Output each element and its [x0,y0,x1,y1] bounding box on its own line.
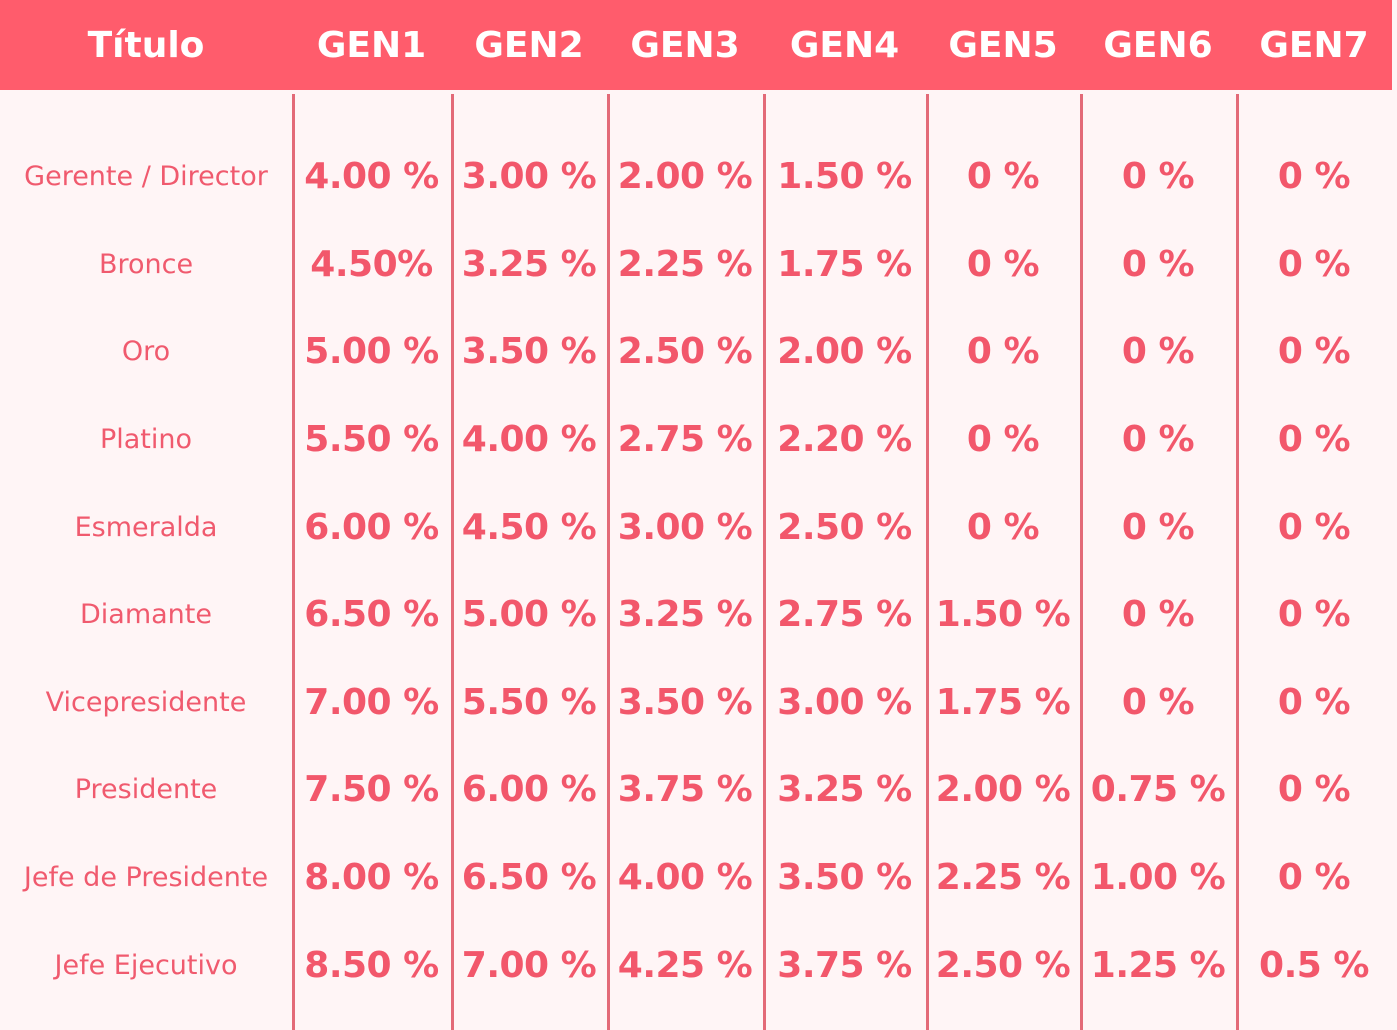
header-gen6: GEN6 [1103,24,1213,66]
rate-cell: 0 % [1277,506,1351,548]
rate-cell: 0 % [1121,331,1195,373]
row-title: Gerente / Director [24,161,268,193]
rate-cell: 3.50 % [461,331,597,373]
rate-cell: 0 % [1121,156,1195,198]
row-title: Jefe Ejecutivo [54,949,238,981]
row-title: Presidente [74,774,218,806]
rate-cell: 0 % [1277,769,1351,811]
rate-cell: 0 % [1277,857,1351,899]
header-title: Título [87,24,205,66]
rate-cell: 7.00 % [461,944,597,986]
row-title: Oro [121,336,171,368]
rate-cell: 3.75 % [617,769,753,811]
rate-cell: 4.00 % [304,156,439,198]
rate-cell: 3.00 % [461,156,597,198]
rate-cell: 6.50 % [461,857,597,899]
rate-cell: 4.00 % [617,857,753,899]
rate-cell: 2.00 % [617,156,753,198]
rate-cell: 8.00 % [304,857,439,899]
rate-cell: 0 % [966,419,1040,461]
column-gen7: 0 % 0 % 0 % 0 % 0 % 0 % 0 % 0 % 0 % 0.5 % [1236,90,1392,1030]
rate-cell: 2.75 % [617,419,753,461]
rate-cell: 2.20 % [777,419,912,461]
column-title: Gerente / Director Bronce Oro Platino Esmera… [0,90,292,1030]
rate-cell: 1.75 % [777,243,912,285]
row-title: Esmeralda [74,511,218,543]
rate-cell: 0.75 % [1090,769,1226,811]
rate-cell: 0 % [1121,419,1195,461]
rate-cell: 3.50 % [777,857,912,899]
rate-cell: 4.50% [310,243,433,285]
header-gen4: GEN4 [789,24,900,66]
rate-cell: 3.75 % [777,944,912,986]
row-title: Vicepresidente [45,686,247,718]
rate-cell: 3.25 % [617,594,753,636]
column-gen3: 2.00 % 2.25 % 2.50 % 2.75 % 3.00 % 3.25 % 3.50… [607,90,763,1030]
rate-cell: 1.50 % [935,594,1071,636]
row-title: Platino [99,424,193,456]
rate-cell: 1.25 % [1090,944,1226,986]
header-gen3: GEN3 [630,24,740,66]
table-header: Título GEN1 GEN2 GEN3 GEN4 GEN5 GEN6 GEN… [0,0,1392,90]
header-gen5: GEN5 [948,24,1058,66]
rate-cell: 0 % [966,506,1040,548]
rate-cell: 8.50 % [304,944,439,986]
rate-cell: 0 % [1277,156,1351,198]
table-body: Gerente / Director Bronce Oro Platino Esmera… [0,90,1392,1030]
rate-cell: 1.00 % [1090,857,1226,899]
rate-cell: 2.00 % [935,769,1071,811]
rate-cell: 4.50 % [461,506,597,548]
rate-cell: 0.5 % [1259,944,1369,986]
rate-cell: 0 % [966,243,1040,285]
rate-cell: 0 % [1277,594,1351,636]
rate-cell: 2.25 % [617,243,753,285]
rate-cell: 0 % [1277,331,1351,373]
rate-cell: 0 % [1121,243,1195,285]
rate-cell: 4.00 % [461,419,597,461]
rate-cell: 0 % [1277,419,1351,461]
rate-cell: 3.50 % [617,681,753,723]
rate-cell: 2.50 % [935,944,1071,986]
rate-cell: 2.50 % [617,331,753,373]
rate-cell: 3.00 % [777,681,912,723]
column-gen5: 0 % 0 % 0 % 0 % 0 % 1.50 % 1.75 % 2.00 % 2.25 % 2… [926,90,1080,1030]
rate-cell: 0 % [1121,506,1195,548]
column-gen4: 1.50 % 1.75 % 2.00 % 2.20 % 2.50 % 2.75 % 3.00… [763,90,926,1030]
rate-cell: 5.00 % [461,594,597,636]
rate-cell: 0 % [966,156,1040,198]
rate-cell: 6.00 % [304,506,439,548]
rate-cell: 0 % [966,331,1040,373]
rate-cell: 7.50 % [304,769,439,811]
row-title: Jefe de Presidente [23,862,269,894]
rate-cell: 3.00 % [617,506,753,548]
rate-cell: 0 % [1121,594,1195,636]
rate-cell: 5.00 % [304,331,439,373]
column-gen2: 3.00 % 3.25 % 3.50 % 4.00 % 4.50 % 5.00 % 5.50… [451,90,607,1030]
rate-cell: 2.25 % [935,857,1071,899]
rate-cell: 1.50 % [777,156,912,198]
rate-cell: 2.75 % [777,594,912,636]
rate-cell: 5.50 % [461,681,597,723]
rate-cell: 2.50 % [777,506,912,548]
rate-cell: 1.75 % [935,681,1071,723]
rate-cell: 3.25 % [777,769,912,811]
rate-cell: 0 % [1121,681,1195,723]
rate-cell: 0 % [1277,681,1351,723]
rate-cell: 3.25 % [461,243,597,285]
header-gen7: GEN7 [1259,24,1369,66]
rate-cell: 7.00 % [304,681,439,723]
rate-cell: 2.00 % [777,331,912,373]
row-title: Diamante [80,599,212,631]
rate-cell: 6.00 % [461,769,597,811]
column-gen6: 0 % 0 % 0 % 0 % 0 % 0 % 0 % 0.75 % 1.00 % 1.25 % [1080,90,1236,1030]
header-gen1: GEN1 [316,24,427,66]
rate-cell: 5.50 % [304,419,439,461]
row-title: Bronce [98,248,194,280]
rate-cell: 4.25 % [617,944,753,986]
column-gen1: 4.00 % 4.50% 5.00 % 5.50 % 6.00 % 6.50 % 7.00 … [292,90,451,1030]
rate-cell: 0 % [1277,243,1351,285]
header-gen2: GEN2 [474,24,584,66]
rate-cell: 6.50 % [304,594,439,636]
